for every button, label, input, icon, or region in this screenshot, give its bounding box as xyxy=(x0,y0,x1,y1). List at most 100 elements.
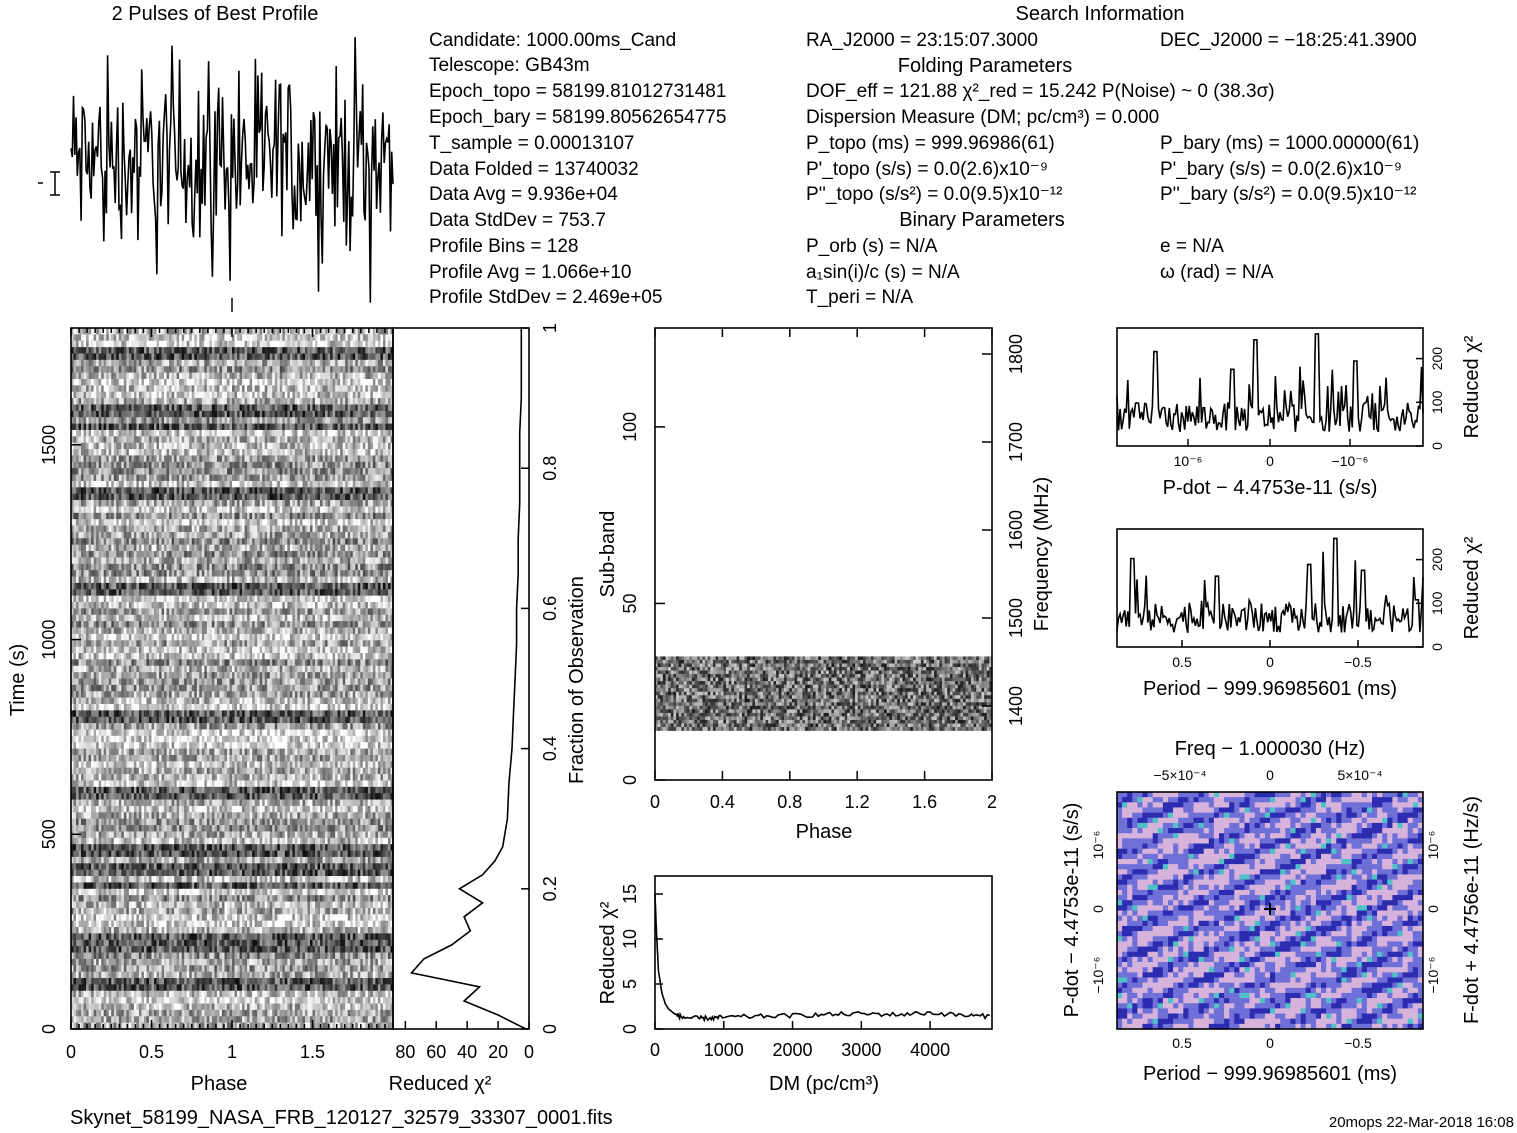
time-phase-cell xyxy=(154,341,157,348)
time-phase-cell xyxy=(353,513,356,520)
time-phase-cell xyxy=(172,475,175,482)
time-phase-cell xyxy=(232,449,235,456)
time-phase-cell xyxy=(227,500,230,507)
time-phase-cell xyxy=(338,328,341,335)
time-phase-cell xyxy=(192,500,195,507)
time-phase-cell xyxy=(94,443,97,450)
time-phase-cell xyxy=(307,366,310,373)
time-phase-cell xyxy=(247,455,250,462)
time-phase-cell xyxy=(74,360,77,367)
time-phase-cell xyxy=(368,392,371,399)
time-phase-cell xyxy=(96,526,99,533)
time-phase-cell xyxy=(106,417,109,424)
time-phase-cell xyxy=(252,353,255,360)
time-phase-cell xyxy=(350,545,353,552)
time-phase-cell xyxy=(169,519,172,526)
time-phase-cell xyxy=(360,475,363,482)
time-phase-cell xyxy=(187,404,190,411)
time-phase-cell xyxy=(219,392,222,399)
time-phase-cell xyxy=(136,513,139,520)
time-phase-cell xyxy=(380,564,383,571)
time-phase-cell xyxy=(338,417,341,424)
time-phase-cell xyxy=(114,411,117,418)
time-phase-cell xyxy=(101,430,104,437)
time-phase-cell xyxy=(245,564,248,571)
time-phase-cell xyxy=(318,360,321,367)
time-phase-cell xyxy=(365,443,368,450)
time-phase-cell xyxy=(109,334,112,341)
time-phase-cell xyxy=(318,392,321,399)
time-phase-cell xyxy=(338,468,341,475)
time-phase-cell xyxy=(209,513,212,520)
time-phase-cell xyxy=(109,506,112,513)
time-phase-cell xyxy=(318,353,321,360)
time-phase-cell xyxy=(109,404,112,411)
time-phase-cell xyxy=(388,436,391,443)
time-phase-cell xyxy=(141,538,144,545)
time-phase-cell xyxy=(328,455,331,462)
time-phase-cell xyxy=(177,347,180,354)
time-phase-cell xyxy=(375,353,378,360)
time-phase-cell xyxy=(292,532,295,539)
time-phase-cell xyxy=(146,506,149,513)
time-phase-cell xyxy=(340,538,343,545)
time-phase-cell xyxy=(368,443,371,450)
time-phase-cell xyxy=(106,347,109,354)
time-phase-cell xyxy=(237,506,240,513)
time-phase-cell xyxy=(320,526,323,533)
time-phase-cell xyxy=(302,436,305,443)
time-phase-cell xyxy=(365,506,368,513)
time-phase-cell xyxy=(250,430,253,437)
time-phase-cell xyxy=(169,430,172,437)
time-phase-cell xyxy=(275,360,278,367)
time-phase-cell xyxy=(313,430,316,437)
time-phase-cell xyxy=(385,430,388,437)
time-phase-cell xyxy=(277,551,280,558)
time-phase-cell xyxy=(252,424,255,431)
search-title: Search Information xyxy=(1016,3,1185,25)
time-phase-cell xyxy=(99,449,102,456)
time-phase-cell xyxy=(192,487,195,494)
time-phase-cell xyxy=(207,398,210,405)
time-phase-cell xyxy=(199,462,202,469)
time-phase-cell xyxy=(159,557,162,564)
time-phase-cell xyxy=(136,385,139,392)
time-phase-cell xyxy=(330,328,333,335)
time-phase-cell xyxy=(184,404,187,411)
time-phase-cell xyxy=(99,334,102,341)
time-phase-cell xyxy=(250,436,253,443)
time-phase-cell xyxy=(199,475,202,482)
time-phase-cell xyxy=(295,411,298,418)
time-phase-cell xyxy=(315,398,318,405)
time-phase-cell xyxy=(235,545,238,552)
time-phase-cell xyxy=(187,455,190,462)
time-phase-cell xyxy=(152,424,155,431)
time-phase-cell xyxy=(229,526,232,533)
time-phase-cell xyxy=(378,526,381,533)
time-phase-cell xyxy=(157,513,160,520)
time-phase-cell xyxy=(287,436,290,443)
time-phase-cell xyxy=(74,487,77,494)
time-phase-cell xyxy=(104,411,107,418)
time-phase-cell xyxy=(310,360,313,367)
time-phase-cell xyxy=(194,360,197,367)
time-phase-cell xyxy=(184,462,187,469)
time-phase-cell xyxy=(343,341,346,348)
time-phase-cell xyxy=(162,417,165,424)
time-phase-cell xyxy=(76,545,79,552)
time-phase-cell xyxy=(240,353,243,360)
time-phase-cell xyxy=(154,411,157,418)
time-phase-cell xyxy=(255,564,258,571)
time-phase-cell xyxy=(315,417,318,424)
time-phase-cell xyxy=(109,417,112,424)
time-phase-cell xyxy=(295,526,298,533)
time-phase-cell xyxy=(149,373,152,380)
time-phase-cell xyxy=(154,462,157,469)
time-phase-cell xyxy=(109,494,112,501)
time-phase-cell xyxy=(275,551,278,558)
time-phase-cell xyxy=(194,519,197,526)
time-phase-cell xyxy=(119,366,122,373)
time-phase-cell xyxy=(154,366,157,373)
time-phase-cell xyxy=(106,443,109,450)
time-phase-cell xyxy=(265,545,268,552)
